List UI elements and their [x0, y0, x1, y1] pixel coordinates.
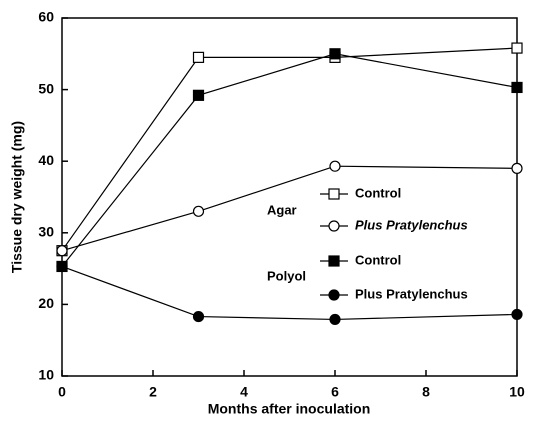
y-axis-label: Tissue dry weight (mg): [9, 121, 25, 273]
legend-label: Control: [355, 252, 401, 267]
marker: [329, 313, 341, 326]
y-tick-label: 30: [38, 224, 54, 240]
y-tick-label: 20: [38, 295, 54, 311]
x-tick-label: 2: [149, 384, 157, 400]
series-line: [61, 47, 518, 252]
legend-group-label: Polyol: [267, 268, 306, 283]
legend-group-label: Agar: [267, 202, 297, 217]
series-line: [61, 165, 518, 252]
legend-marker: [328, 289, 340, 301]
y-tick-label: 60: [38, 9, 54, 25]
legend-label: Plus Pratylenchus: [355, 286, 468, 301]
marker: [511, 162, 523, 174]
legend-marker: [328, 188, 340, 200]
x-axis-label: Months after inoculation: [208, 401, 371, 417]
series-line: [61, 53, 518, 267]
legend-label: Plus Pratylenchus: [355, 217, 468, 232]
marker: [192, 89, 205, 101]
legend-marker: [328, 220, 340, 232]
plot-frame: [61, 17, 518, 377]
marker: [192, 310, 205, 323]
x-tick-label: 6: [331, 384, 339, 400]
marker: [329, 160, 341, 172]
y-tick-label: 40: [38, 152, 54, 168]
marker: [56, 245, 68, 257]
y-tick-label: 50: [38, 80, 54, 96]
x-tick-label: 0: [58, 384, 66, 400]
series-line: [61, 265, 518, 321]
marker: [511, 308, 523, 321]
marker: [511, 81, 523, 94]
x-tick-label: 8: [422, 384, 430, 400]
marker: [511, 42, 523, 54]
x-tick-label: 4: [240, 384, 248, 400]
legend-label: Control: [355, 185, 401, 200]
legend-marker: [328, 255, 340, 267]
marker: [56, 260, 68, 273]
y-tick-label: 10: [38, 367, 54, 383]
marker: [192, 51, 205, 63]
marker: [192, 205, 205, 217]
x-tick-label: 10: [509, 384, 525, 400]
marker: [329, 48, 341, 60]
